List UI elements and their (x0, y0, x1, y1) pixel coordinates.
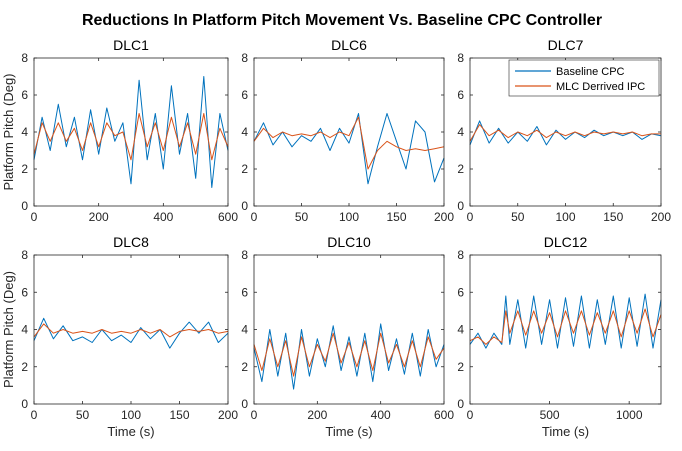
y-tick-label: 0 (457, 199, 464, 213)
subplot-title: DLC7 (548, 37, 584, 53)
x-tick-label: 200 (218, 408, 238, 422)
x-tick-label: 400 (371, 408, 391, 422)
y-tick-label: 4 (457, 125, 464, 139)
y-tick-label: 4 (457, 323, 464, 337)
y-tick-label: 2 (241, 360, 248, 374)
subplot-title: DLC12 (544, 234, 588, 250)
y-tick-label: 6 (241, 285, 248, 299)
y-tick-label: 0 (21, 397, 28, 411)
subplot-dlc10: 0 200 400 600 0 2 4 6 8 DLC10 Time (s) (241, 234, 454, 439)
x-tick-label: 0 (467, 408, 474, 422)
y-tick-label: 8 (21, 51, 28, 65)
x-tick-label: 200 (651, 210, 671, 224)
x-tick-label: 150 (603, 210, 623, 224)
series-line-baseline-cpc (33, 76, 229, 188)
x-tick-label: 150 (169, 408, 189, 422)
series-line-mlc-derrived-ipc (253, 332, 445, 377)
x-tick-label: 100 (121, 408, 141, 422)
series-line-mlc-derrived-ipc (253, 116, 445, 170)
subplot-dlc6: 0 50 100 150 200 0 2 4 6 8 DLC6 (241, 37, 454, 224)
series-line-mlc-derrived-ipc (469, 308, 662, 345)
plot-area (470, 255, 661, 404)
y-tick-label: 0 (241, 199, 248, 213)
legend-label: MLC Derrived IPC (556, 81, 645, 93)
x-tick-label: 0 (251, 408, 258, 422)
x-tick-label: 200 (434, 210, 454, 224)
y-tick-label: 8 (457, 51, 464, 65)
y-tick-label: 4 (241, 125, 248, 139)
y-tick-label: 8 (457, 248, 464, 262)
subplot-dlc8: 0 50 100 150 200 0 2 4 6 8 DLC8 Time (s) Platform Pi… (1, 234, 238, 439)
x-tick-label: 600 (218, 210, 238, 224)
subplot-title: DLC6 (331, 37, 367, 53)
x-tick-label: 600 (434, 408, 454, 422)
x-tick-label: 50 (76, 408, 90, 422)
y-tick-label: 6 (457, 285, 464, 299)
x-tick-label: 500 (540, 408, 560, 422)
x-axis-label: Time (s) (325, 424, 372, 439)
series-line-mlc-derrived-ipc (33, 113, 229, 161)
x-axis-label: Time (s) (107, 424, 154, 439)
figure-title: Reductions In Platform Pitch Movement Vs… (82, 12, 602, 29)
series-line-mlc-derrived-ipc (33, 323, 229, 338)
y-tick-label: 2 (21, 360, 28, 374)
x-tick-label: 400 (153, 210, 173, 224)
x-axis-label: Time (s) (542, 424, 589, 439)
x-tick-label: 0 (251, 210, 258, 224)
y-tick-label: 6 (457, 88, 464, 102)
legend-label: Baseline CPC (556, 66, 625, 78)
plot-area (254, 58, 444, 206)
legend-box (508, 59, 660, 97)
y-tick-label: 6 (21, 285, 28, 299)
x-tick-label: 100 (339, 210, 359, 224)
y-tick-label: 8 (241, 51, 248, 65)
y-tick-label: 8 (21, 248, 28, 262)
y-tick-label: 2 (21, 162, 28, 176)
x-tick-label: 1000 (616, 408, 643, 422)
series-line-baseline-cpc (253, 323, 445, 390)
y-tick-label: 4 (241, 323, 248, 337)
y-tick-label: 6 (241, 88, 248, 102)
y-axis-label: Platform Pitch (Deg) (1, 73, 16, 190)
x-tick-label: 0 (31, 408, 38, 422)
legend: Baseline CPC MLC Derrived IPC (508, 59, 660, 97)
subplot-dlc7: 0 50 100 150 200 0 2 4 6 8 DLC7 Baseline CPC MLC Der… (457, 37, 671, 224)
series-line-baseline-cpc (253, 113, 445, 185)
y-tick-label: 0 (457, 397, 464, 411)
y-tick-label: 0 (21, 199, 28, 213)
x-tick-label: 0 (31, 210, 38, 224)
x-tick-label: 150 (386, 210, 406, 224)
series-line-mlc-derrived-ipc (469, 124, 661, 142)
x-tick-label: 200 (307, 408, 327, 422)
x-tick-label: 0 (467, 210, 474, 224)
y-tick-label: 4 (21, 323, 28, 337)
y-tick-label: 2 (241, 162, 248, 176)
y-tick-label: 2 (457, 162, 464, 176)
subplot-title: DLC8 (113, 234, 149, 250)
x-tick-label: 200 (89, 210, 109, 224)
plot-area (254, 255, 444, 404)
subplot-title: DLC1 (113, 37, 149, 53)
subplot-dlc1: 0 200 400 600 0 2 4 6 8 DLC1 Platform Pitch (Deg) (1, 37, 238, 224)
subplot-dlc12: 0 500 1000 0 2 4 6 8 DLC12 Time (s) (457, 234, 662, 439)
x-tick-label: 50 (295, 210, 309, 224)
y-axis-label: Platform Pitch (Deg) (1, 271, 16, 388)
y-tick-label: 4 (21, 125, 28, 139)
x-tick-label: 50 (511, 210, 525, 224)
y-tick-label: 0 (241, 397, 248, 411)
y-tick-label: 2 (457, 360, 464, 374)
y-tick-label: 8 (241, 248, 248, 262)
subplot-title: DLC10 (327, 234, 371, 250)
y-tick-label: 6 (21, 88, 28, 102)
x-tick-label: 100 (555, 210, 575, 224)
